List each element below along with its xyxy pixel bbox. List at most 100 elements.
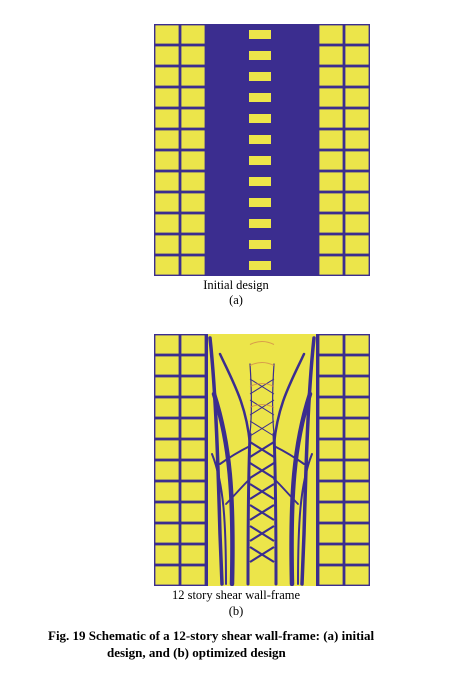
- coupling-brace: [249, 462, 275, 479]
- left-frame-bay: [155, 419, 179, 438]
- left-frame-bay: [155, 25, 179, 44]
- coupling-arc: [249, 341, 275, 345]
- left-frame-bay: [155, 256, 179, 275]
- right-frame-bay: [319, 151, 343, 170]
- right-frame-bay: [319, 356, 343, 375]
- right-frame-bay: [345, 545, 369, 564]
- left-frame-bay: [181, 151, 205, 170]
- optimized-member: [211, 391, 235, 586]
- left-frame-bay: [155, 335, 179, 354]
- right-frame-bay: [319, 545, 343, 564]
- right-frame-bay: [345, 356, 369, 375]
- coupling-opening: [249, 177, 271, 186]
- left-frame-bay: [155, 193, 179, 212]
- right-frame-bay: [345, 524, 369, 543]
- left-frame-bay: [155, 566, 179, 585]
- coupling-brace: [249, 441, 275, 458]
- right-frame-bay: [319, 335, 343, 354]
- right-frame-bay: [319, 46, 343, 65]
- left-frame-bay: [181, 524, 205, 543]
- left-frame-bay: [181, 356, 205, 375]
- left-frame-bay: [181, 88, 205, 107]
- right-frame-bay: [345, 67, 369, 86]
- optimized-design-schematic: [154, 334, 370, 586]
- left-frame-bay: [181, 419, 205, 438]
- right-frame-bay: [319, 109, 343, 128]
- right-frame-bay: [345, 440, 369, 459]
- right-frame-bay: [319, 440, 343, 459]
- left-frame-bay: [181, 235, 205, 254]
- left-frame-bay: [155, 88, 179, 107]
- right-frame-bay: [319, 503, 343, 522]
- left-frame-bay: [181, 566, 205, 585]
- optimized-member: [249, 363, 253, 435]
- right-frame-bay: [345, 419, 369, 438]
- left-frame-bay: [181, 503, 205, 522]
- coupling-opening: [249, 51, 271, 60]
- right-frame-bay: [345, 256, 369, 275]
- right-frame-bay: [319, 214, 343, 233]
- initial-design-schematic: [154, 24, 370, 276]
- coupling-opening: [249, 114, 271, 123]
- panel-a-initial-design: [154, 24, 370, 276]
- left-frame-bay: [181, 398, 205, 417]
- right-frame-bay: [319, 482, 343, 501]
- coupling-opening: [249, 135, 271, 144]
- left-frame-bay: [155, 46, 179, 65]
- left-frame-bay: [155, 356, 179, 375]
- right-frame-bay: [345, 377, 369, 396]
- left-frame-bay: [155, 214, 179, 233]
- optimized-member: [211, 453, 227, 585]
- left-frame-bay: [181, 461, 205, 480]
- optimized-member: [273, 445, 305, 465]
- panel-b-label: (b): [228, 604, 244, 618]
- optimized-member: [219, 445, 251, 465]
- optimized-member: [300, 336, 316, 586]
- optimized-member: [297, 453, 313, 585]
- left-frame-bay: [181, 193, 205, 212]
- right-frame-bay: [345, 335, 369, 354]
- panel-a-label: (a): [229, 293, 243, 307]
- right-frame-bay: [319, 256, 343, 275]
- coupling-opening: [249, 72, 271, 81]
- left-frame-bay: [155, 461, 179, 480]
- optimized-member: [289, 391, 313, 586]
- left-frame-bay: [155, 482, 179, 501]
- right-frame-bay: [319, 377, 343, 396]
- right-frame-bay: [345, 172, 369, 191]
- left-frame-bay: [155, 545, 179, 564]
- left-frame-bay: [155, 524, 179, 543]
- right-frame-bay: [345, 461, 369, 480]
- figure-caption-line-2: design, and (b) optimized design: [107, 645, 286, 660]
- coupling-arc: [249, 404, 275, 408]
- coupling-brace: [249, 525, 275, 542]
- left-frame-bay: [181, 172, 205, 191]
- right-frame-bay: [319, 88, 343, 107]
- left-frame-bay: [181, 109, 205, 128]
- left-frame-bay: [155, 109, 179, 128]
- left-frame-bay: [181, 440, 205, 459]
- optimized-member: [225, 478, 251, 505]
- right-frame-bay: [319, 461, 343, 480]
- coupling-brace: [249, 546, 275, 563]
- shear-wall: [206, 24, 318, 276]
- right-frame-bay: [319, 172, 343, 191]
- right-frame-bay: [345, 566, 369, 585]
- right-frame-bay: [319, 398, 343, 417]
- coupling-opening: [249, 156, 271, 165]
- right-frame-bay: [319, 566, 343, 585]
- optimized-member: [271, 363, 275, 435]
- left-frame-bay: [155, 67, 179, 86]
- right-frame-bay: [345, 482, 369, 501]
- left-frame-bay: [155, 440, 179, 459]
- right-frame-bay: [319, 419, 343, 438]
- right-frame-bay: [319, 235, 343, 254]
- coupling-opening: [249, 30, 271, 39]
- left-frame-bay: [181, 256, 205, 275]
- left-frame-bay: [181, 130, 205, 149]
- optimized-member: [273, 478, 299, 505]
- optimized-member: [218, 352, 252, 446]
- optimized-member: [272, 352, 306, 446]
- coupling-opening: [249, 240, 271, 249]
- right-frame-bay: [345, 88, 369, 107]
